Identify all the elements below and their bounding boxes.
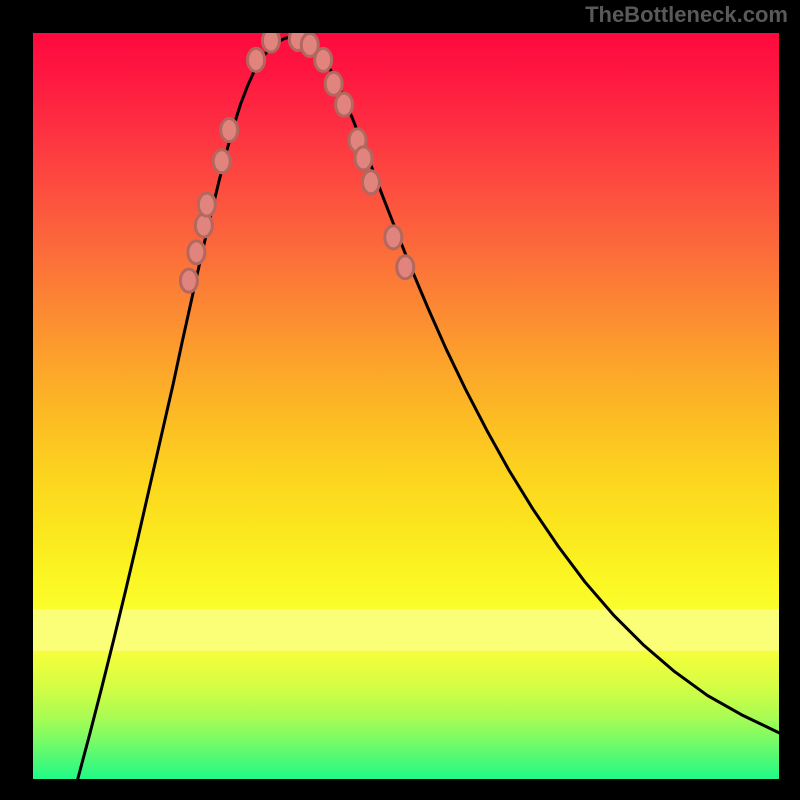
marker-point — [188, 241, 205, 264]
marker-point — [397, 256, 414, 279]
chart-canvas: TheBottleneck.com — [0, 0, 800, 800]
marker-point — [180, 269, 197, 292]
marker-point — [315, 48, 332, 71]
marker-point — [325, 72, 342, 95]
plot-area — [33, 33, 779, 779]
marker-point — [198, 193, 215, 216]
marker-point — [248, 48, 265, 71]
marker-point — [336, 93, 353, 116]
watermark-text: TheBottleneck.com — [585, 2, 788, 28]
curve-layer — [33, 33, 779, 779]
marker-point — [213, 150, 230, 173]
curve-left-branch — [78, 37, 293, 779]
marker-point — [195, 214, 212, 237]
marker-point — [355, 147, 372, 170]
marker-point — [262, 33, 279, 52]
marker-point — [385, 226, 402, 249]
marker-point — [221, 118, 238, 141]
marker-point — [362, 171, 379, 194]
